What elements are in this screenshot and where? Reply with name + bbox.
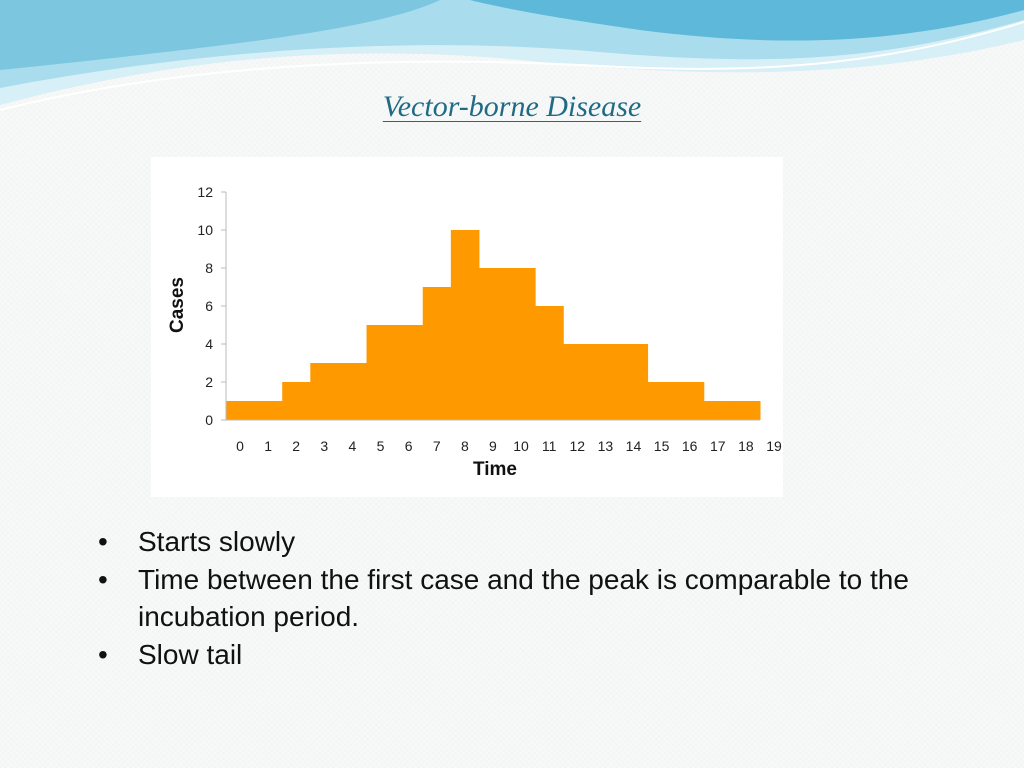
bullet-item: • Time between the first case and the pea…: [98, 561, 958, 636]
histogram-bar: [282, 382, 311, 420]
x-tick-label: 7: [433, 438, 441, 454]
x-tick-label: 0: [236, 438, 244, 454]
x-ticks-group: 0 1 2 3 4 5 6 7 8 9 10 11 12 13 14 15 16 17 18 19: [236, 438, 782, 454]
x-tick-label: 9: [489, 438, 497, 454]
bullet-text: Time between the first case and the peak…: [138, 563, 909, 633]
bullet-item: • Slow tail: [98, 636, 958, 674]
bullet-dot: •: [98, 526, 108, 557]
x-tick-label: 1: [264, 438, 272, 454]
x-tick-label: 10: [513, 438, 529, 454]
x-tick-label: 16: [682, 438, 698, 454]
histogram-bar: [507, 268, 536, 420]
x-tick-label: 14: [626, 438, 642, 454]
y-tick-label: 6: [205, 298, 213, 314]
x-tick-label: 12: [569, 438, 585, 454]
histogram-bar: [310, 363, 339, 420]
wave-dark: [0, 0, 440, 70]
histogram-bar: [619, 344, 649, 420]
bullet-text: Slow tail: [138, 638, 243, 670]
wave-top-right: [470, 0, 1024, 41]
x-tick-label: 2: [292, 438, 300, 454]
bullet-dot: •: [98, 563, 108, 595]
histogram-bar: [535, 306, 564, 420]
y-tick-label: 8: [205, 260, 213, 276]
histogram-bar: [394, 325, 424, 420]
x-tick-label: 6: [405, 438, 413, 454]
histogram-bar: [563, 344, 592, 420]
histogram-bar: [366, 325, 396, 420]
histogram-bar: [675, 382, 705, 420]
histogram-bar: [422, 287, 452, 420]
histogram-bar: [478, 268, 508, 420]
x-tick-label: 19: [766, 438, 782, 454]
bullet-text: Starts slowly: [138, 526, 296, 557]
slide-title: Vector-borne Disease: [0, 90, 1024, 124]
y-tick-label: 0: [205, 412, 213, 428]
x-tick-label: 18: [738, 438, 754, 454]
y-ticks-group: 0 2 4 6 8 10 12: [197, 184, 226, 428]
wave-line: [0, 21, 1024, 111]
x-tick-label: 5: [377, 438, 385, 454]
y-tick-label: 4: [205, 336, 213, 352]
bars-group: [226, 230, 761, 420]
bullet-list: • Starts slowly • Time between the first c…: [98, 523, 958, 673]
slide-title-text: Vector-borne Disease: [382, 90, 642, 123]
x-tick-label: 15: [654, 438, 670, 454]
bullet-dot: •: [98, 638, 108, 670]
histogram-bar: [703, 401, 733, 420]
x-tick-label: 3: [320, 438, 328, 454]
x-tick-label: 11: [542, 438, 557, 454]
x-tick-label: 13: [598, 438, 614, 454]
header-wave-decoration: [0, 0, 1024, 111]
histogram-bar: [254, 401, 283, 420]
x-tick-label: 4: [349, 438, 357, 454]
chart-panel: 0 2 4 6 8 10 12 0 1 2 3 4 5 6 7 8 9 10 11 12 13 14 15 16 17 18 19…: [151, 157, 783, 497]
histogram-bar: [731, 401, 761, 420]
histogram-bar: [450, 230, 480, 420]
y-tick-label: 12: [197, 184, 213, 200]
bullet-item: • Starts slowly: [98, 523, 958, 561]
histogram-bar: [591, 344, 620, 420]
y-axis-label: Cases: [167, 277, 188, 333]
y-tick-label: 2: [205, 374, 213, 390]
histogram-bar: [226, 401, 255, 420]
histogram-bar: [647, 382, 677, 420]
x-tick-label: 17: [710, 438, 726, 454]
x-axis-label: Time: [473, 459, 517, 480]
y-tick-label: 10: [197, 222, 213, 238]
histogram-bar: [338, 363, 368, 420]
x-tick-label: 8: [461, 438, 469, 454]
